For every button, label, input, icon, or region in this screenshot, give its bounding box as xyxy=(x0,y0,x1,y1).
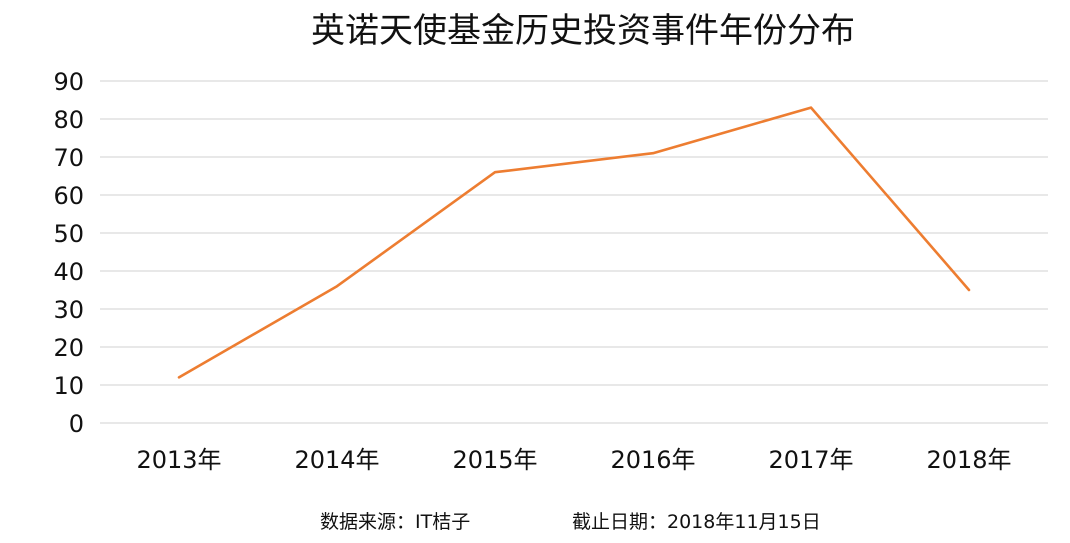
date-note: 截止日期：2018年11月15日 xyxy=(572,511,821,533)
y-tick-label: 60 xyxy=(53,182,84,210)
y-tick-label: 10 xyxy=(53,372,84,400)
y-tick-label: 20 xyxy=(53,334,84,362)
chart-title: 英诺天使基金历史投资事件年份分布 xyxy=(311,11,855,51)
gridlines xyxy=(100,81,1048,423)
x-tick-label: 2018年 xyxy=(926,446,1011,474)
y-tick-label: 70 xyxy=(53,144,84,172)
x-tick-label: 2015年 xyxy=(452,446,537,474)
y-axis-ticks: 0 10 20 30 40 50 60 70 80 90 xyxy=(53,68,84,438)
y-tick-label: 30 xyxy=(53,296,84,324)
y-tick-label: 0 xyxy=(69,410,84,438)
series-layer xyxy=(179,108,969,378)
x-tick-label: 2014年 xyxy=(294,446,379,474)
y-tick-label: 80 xyxy=(53,106,84,134)
x-tick-label: 2013年 xyxy=(136,446,221,474)
series-line xyxy=(179,108,969,378)
source-note: 数据来源：IT桔子 xyxy=(320,511,470,533)
y-tick-label: 90 xyxy=(53,68,84,96)
y-tick-label: 50 xyxy=(53,220,84,248)
y-tick-label: 40 xyxy=(53,258,84,286)
x-tick-label: 2016年 xyxy=(610,446,695,474)
x-axis-ticks: 2013年 2014年 2015年 2016年 2017年 2018年 xyxy=(136,446,1011,474)
x-tick-label: 2017年 xyxy=(768,446,853,474)
